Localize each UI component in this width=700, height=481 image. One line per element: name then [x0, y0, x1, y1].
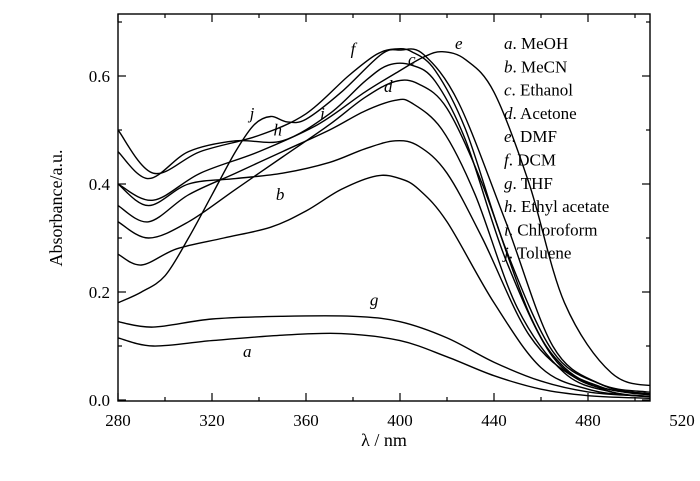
plot-frame [117, 13, 651, 402]
series-e-line [118, 50, 650, 387]
curve-label-c: c [408, 50, 416, 69]
legend-item-i: i. Chloroform [504, 220, 598, 239]
x-tick-label: 320 [199, 411, 225, 430]
legend-key-i: i [504, 220, 509, 239]
legend-key-g: g [504, 174, 513, 193]
legend-key-a: a [504, 34, 513, 53]
curve-label-e: e [455, 34, 463, 53]
axis-ticks [117, 14, 650, 401]
series-h-line [118, 139, 650, 396]
curve-label-a: a [243, 342, 252, 361]
x-tick-label: 280 [105, 411, 131, 430]
legend-label-d: . Acetone [513, 104, 577, 123]
series-j-line [118, 48, 650, 395]
legend-label-g: . THF [513, 174, 553, 193]
curve-label-b: b [276, 185, 285, 204]
series-d-line [118, 98, 650, 398]
legend-item-j: j. Toluene [502, 244, 571, 263]
curve-label-g: g [370, 291, 379, 310]
legend-key-c: c [504, 81, 512, 100]
curves-layer [118, 48, 650, 400]
x-tick-label: 440 [481, 411, 507, 430]
legend-label-b: . MeCN [513, 57, 568, 76]
legend-label-i: . Chloroform [509, 220, 598, 239]
x-tick-label: 400 [387, 411, 413, 430]
curve-labels: a b cd e f g h i j [243, 34, 463, 361]
curve-label-i: i [320, 104, 325, 123]
x-tick-label: 520 [669, 411, 695, 430]
legend-label-f: . DCM [509, 151, 556, 170]
legend-item-a: a. MeOH [504, 34, 568, 53]
legend-item-f: f. DCM [504, 151, 556, 170]
x-axis-title: λ / nm [361, 430, 407, 450]
legend-key-d: d [504, 104, 513, 123]
y-tick-label: 0.0 [89, 391, 110, 410]
x-tick-label: 360 [293, 411, 319, 430]
legend-item-h: h. Ethyl acetate [504, 197, 609, 216]
legend-item-c: c. Ethanol [504, 81, 573, 100]
tick-labels: 280 320 360 400 440 480 520 0.0 0.2 0.4 0.6 [89, 67, 695, 430]
legend-item-d: d. Acetone [504, 104, 577, 123]
legend-item-e: e. DMF [504, 127, 557, 146]
series-g-line [118, 315, 650, 398]
legend-label-h: . Ethyl acetate [513, 197, 610, 216]
y-tick-label: 0.6 [89, 67, 110, 86]
y-tick-label: 0.2 [89, 283, 110, 302]
curve-label-f: f [351, 39, 358, 58]
series-b-line [118, 174, 650, 398]
legend-label-a: . MeOH [513, 34, 569, 53]
legend-key-e: e [504, 127, 512, 146]
legend-key-j: j [502, 244, 509, 263]
y-axis-title: Absorbance/a.u. [46, 150, 66, 267]
legend-label-c: . Ethanol [512, 81, 574, 100]
legend-key-h: h [504, 197, 513, 216]
y-tick-label: 0.4 [89, 175, 111, 194]
curve-label-d: d [384, 77, 393, 96]
legend-key-b: b [504, 57, 513, 76]
curve-label-j: j [248, 104, 255, 123]
legend-label-j: . Toluene [509, 244, 572, 263]
legend-item-b: b. MeCN [504, 57, 567, 76]
legend-label-e: . DMF [512, 127, 557, 146]
curve-label-h: h [274, 120, 283, 139]
series-i-line [118, 62, 650, 395]
legend-key-f: f [504, 151, 511, 170]
series-c-line [118, 79, 650, 398]
x-tick-label: 480 [575, 411, 601, 430]
legend-item-g: g. THF [504, 174, 553, 193]
